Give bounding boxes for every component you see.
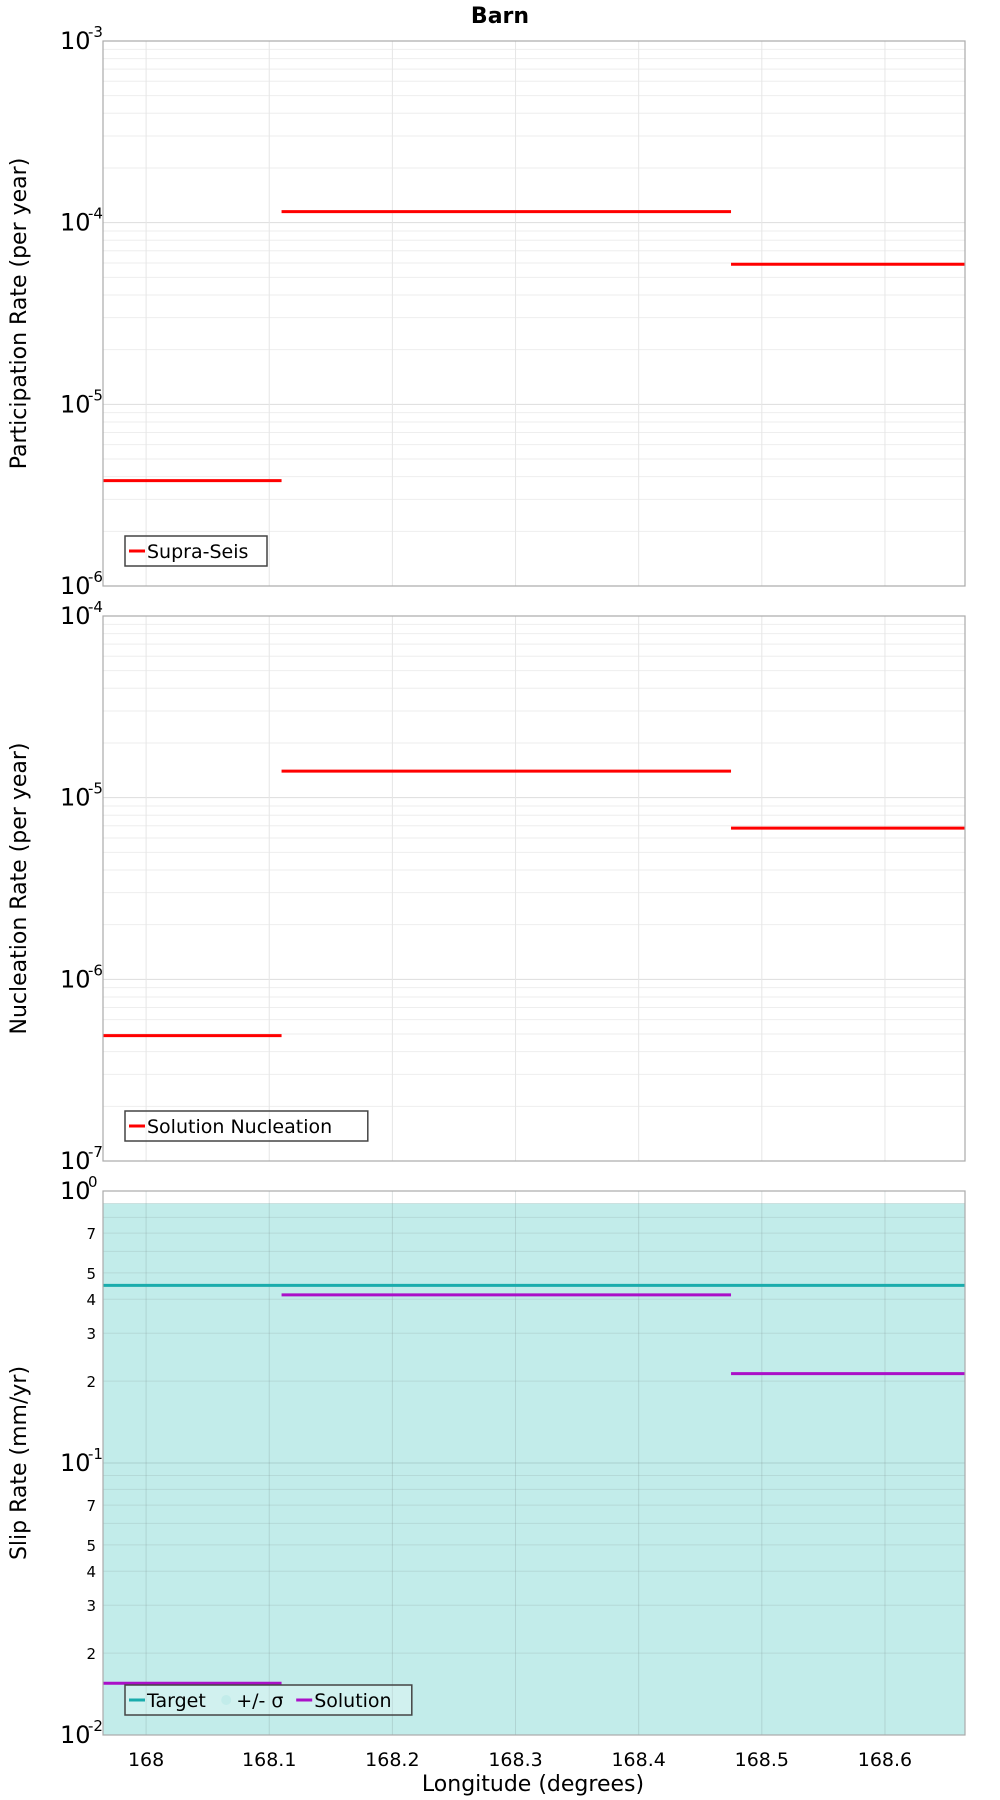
plot-frame [102, 1190, 966, 1736]
y-tick-exponent: -5 [88, 386, 103, 404]
y-minor-tick-label: 4 [86, 1291, 96, 1309]
y-axis-title: Nucleation Rate (per year) [7, 743, 32, 1035]
y-minor-tick-label: 3 [86, 1597, 96, 1615]
y-tick-label: 10 [60, 1147, 91, 1175]
legend: Supra-Seis [124, 535, 268, 567]
plot-frame [102, 615, 966, 1162]
x-tick-label: 168 [128, 1749, 164, 1771]
y-tick-label: 10 [60, 390, 91, 418]
y-tick-label: 10 [60, 1449, 91, 1477]
legend-box [124, 1684, 413, 1716]
y-tick-exponent: -6 [88, 568, 103, 586]
y-minor-tick-label: 2 [86, 1373, 96, 1391]
legend-label: +/- σ [236, 1690, 283, 1712]
x-tick-label: 168.6 [858, 1749, 912, 1771]
y-tick-label: 10 [60, 784, 91, 812]
x-axis-title: Longitude (degrees) [422, 1772, 644, 1797]
legend-label: Target [146, 1690, 206, 1712]
chart-title: Barn [471, 4, 529, 29]
legend-label: Supra-Seis [147, 541, 248, 563]
y-tick-label: 10 [60, 1177, 91, 1205]
y-minor-tick-label: 5 [86, 1537, 96, 1555]
y-tick-exponent: -6 [88, 961, 103, 979]
y-tick-exponent: -7 [88, 1143, 103, 1161]
legend-box [124, 535, 268, 567]
y-tick-exponent: -2 [88, 1717, 103, 1735]
y-tick-exponent: 0 [88, 1173, 98, 1191]
legend-label: Solution [314, 1690, 391, 1712]
y-tick-label: 10 [60, 27, 91, 55]
legend-swatch [221, 1695, 232, 1705]
y-tick-label: 10 [60, 1721, 91, 1749]
x-tick-label: 168.5 [735, 1749, 789, 1771]
plot-area [103, 616, 965, 1161]
x-tick-label: 168.3 [488, 1749, 542, 1771]
y-tick-exponent: -3 [88, 23, 103, 41]
y-tick-label: 10 [60, 602, 91, 630]
y-tick-label: 10 [60, 572, 91, 600]
plot-area [103, 41, 965, 586]
y-tick-exponent: -4 [88, 598, 103, 616]
x-tick-label: 168.1 [242, 1749, 296, 1771]
y-axis-title: Slip Rate (mm/yr) [7, 1366, 32, 1560]
legend-box [124, 1110, 369, 1142]
legend: Target +/- σ Solution [124, 1684, 413, 1716]
plot-frame [102, 40, 966, 587]
y-axis-title: Participation Rate (per year) [7, 158, 32, 470]
y-minor-tick-label: 2 [86, 1645, 96, 1663]
y-minor-tick-label: 5 [86, 1265, 96, 1283]
y-tick-exponent: -5 [88, 780, 103, 798]
y-minor-tick-label: 4 [86, 1563, 96, 1581]
sigma-band [103, 1203, 965, 1735]
y-tick-label: 10 [60, 209, 91, 237]
legend-label: Solution Nucleation [147, 1116, 332, 1138]
x-tick-label: 168.2 [365, 1749, 419, 1771]
x-tick-label: 168.4 [611, 1749, 665, 1771]
y-minor-tick-label: 7 [86, 1497, 96, 1515]
y-minor-tick-label: 7 [86, 1225, 96, 1243]
legend: Solution Nucleation [124, 1110, 369, 1142]
y-tick-label: 10 [60, 965, 91, 993]
y-tick-exponent: -1 [88, 1445, 103, 1463]
y-tick-exponent: -4 [88, 205, 103, 223]
y-minor-tick-label: 3 [86, 1325, 96, 1343]
